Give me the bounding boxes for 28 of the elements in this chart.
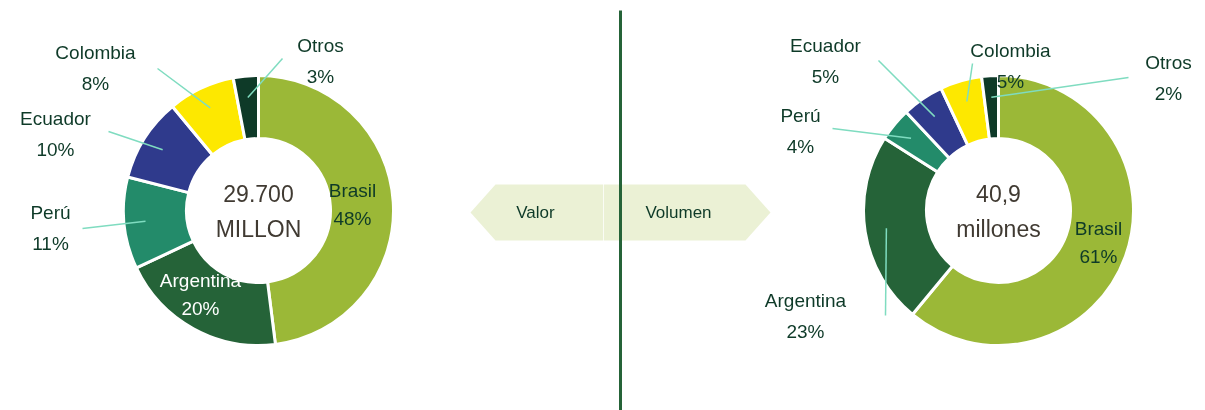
data-label: 48% bbox=[333, 208, 372, 229]
data-label: 20% bbox=[181, 298, 220, 319]
data-label: 2% bbox=[1154, 83, 1183, 104]
data-label: 4% bbox=[786, 136, 815, 157]
slice-label: Ecuador bbox=[20, 108, 92, 129]
text: Valor bbox=[516, 203, 556, 222]
text: MILLON bbox=[215, 215, 302, 242]
slice-label: Brasil bbox=[328, 180, 377, 201]
slice-label: Perú bbox=[780, 105, 821, 126]
data-label: 61% bbox=[1079, 246, 1118, 267]
slice-label: Colombia bbox=[970, 40, 1052, 61]
slice-label: Ecuador bbox=[790, 35, 862, 56]
slice-label: Otros bbox=[1145, 52, 1192, 73]
data-label: 10% bbox=[36, 139, 75, 160]
slice-label: Otros bbox=[297, 35, 344, 56]
data-label: 8% bbox=[81, 73, 110, 94]
text: 29.700 bbox=[223, 181, 294, 207]
slice-label: Perú bbox=[30, 202, 71, 223]
slice-label: Colombia bbox=[55, 42, 137, 63]
data-label: 5% bbox=[811, 66, 840, 87]
text: 40,9 bbox=[976, 181, 1021, 207]
text: millones bbox=[956, 215, 1041, 242]
slice-label: Brasil bbox=[1074, 218, 1123, 239]
data-label: 11% bbox=[32, 233, 69, 254]
data-label: 3% bbox=[306, 66, 335, 87]
slice-label: Argentina bbox=[764, 290, 847, 311]
text: Volumen bbox=[645, 203, 712, 222]
data-label: 23% bbox=[786, 321, 825, 342]
